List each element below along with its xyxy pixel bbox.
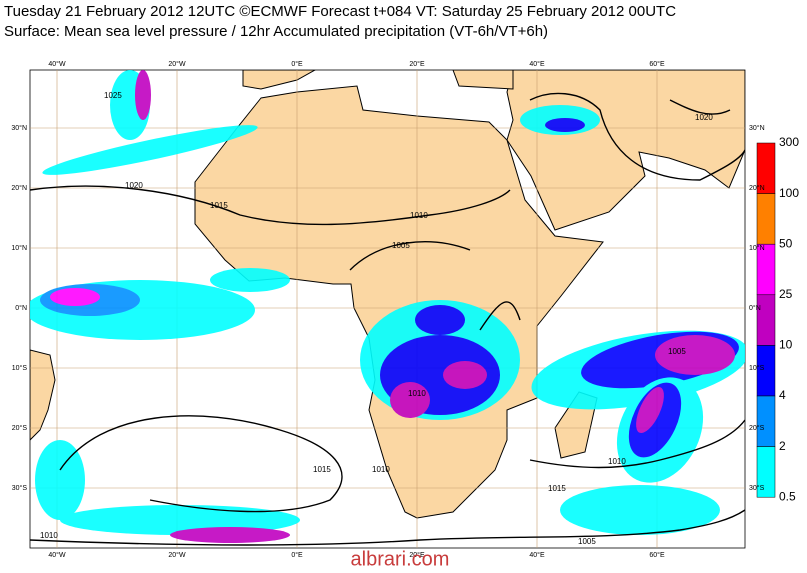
colorbar-label: 100 (779, 186, 799, 200)
colorbar-label: 300 (779, 135, 799, 149)
latitude-label: 0°N (749, 304, 761, 312)
longitude-label: 0°E (291, 60, 303, 68)
isobar-label: 1010 (372, 465, 390, 474)
longitude-label: 20°E (409, 551, 425, 559)
latitude-label: 20°S (749, 424, 765, 432)
isobar-label: 1005 (578, 537, 596, 546)
colorbar-label: 2 (779, 439, 786, 453)
isobar-label: 1005 (668, 347, 686, 356)
colorbar-segment (756, 294, 776, 346)
isobar-label: 1010 (408, 389, 426, 398)
longitude-label: 0°E (291, 551, 303, 559)
latitude-label: 30°N (749, 124, 765, 132)
colorbar-label: 0.5 (779, 489, 796, 503)
latitude-label: 20°N (11, 184, 27, 192)
latitude-label: 10°S (12, 364, 28, 372)
latitude-label: 20°N (749, 184, 765, 192)
latitude-label: 20°S (12, 424, 28, 432)
colorbar-segment (756, 395, 776, 447)
longitude-label: 20°E (409, 60, 425, 68)
longitude-label: 20°W (168, 60, 186, 68)
longitude-label: 40°W (48, 551, 66, 559)
title: Tuesday 21 February 2012 12UTC ©ECMWF Fo… (4, 3, 676, 20)
latitude-label: 0°N (15, 304, 27, 312)
longitude-label: 40°E (529, 60, 545, 68)
colorbar-segment (756, 193, 776, 245)
colorbar-label: 50 (779, 236, 793, 250)
colorbar-segment (756, 446, 776, 498)
longitude-label: 20°W (168, 551, 186, 559)
map: 1025 1020 1015 1010 1005 1015 1010 1005 … (29, 69, 746, 549)
colorbar-label: 25 (779, 287, 793, 301)
colorbar-label: 10 (779, 338, 793, 352)
isobar-label: 1010 (410, 211, 428, 220)
longitude-label: 60°E (649, 60, 665, 68)
isobar-label: 1010 (608, 457, 626, 466)
latitude-label: 10°S (749, 364, 765, 372)
latitude-label: 30°S (749, 484, 765, 492)
precipitation (30, 70, 745, 543)
isobar-label: 1015 (548, 484, 566, 493)
colorbar-label: 4 (779, 388, 786, 402)
latitude-label: 10°N (11, 244, 27, 252)
longitude-label: 60°E (649, 551, 665, 559)
isobar-label: 1020 (125, 181, 143, 190)
watermark: albrari.com (351, 548, 450, 568)
isobar-label: 1015 (210, 201, 228, 210)
latitude-label: 30°S (12, 484, 28, 492)
isobar-label: 1015 (313, 465, 331, 474)
longitude-label: 40°W (48, 60, 66, 68)
longitude-label: 40°E (529, 551, 545, 559)
latitude-label: 10°N (749, 244, 765, 252)
brazil (30, 349, 56, 441)
subtitle: Surface: Mean sea level pressure / 12hr … (4, 23, 548, 40)
colorbar: 300 100 50 25 10 4 2 0.5 (756, 135, 799, 503)
turkey (452, 70, 514, 90)
isobar-label: 1025 (104, 91, 122, 100)
axis-labels: 40°W 40°W 20°W 20°W 0°E 0°E 20°E 20°E 40°E 40°E 60… (11, 60, 764, 559)
latitude-label: 30°N (11, 124, 27, 132)
isobar-label: 1005 (392, 241, 410, 250)
isobar-label: 1020 (695, 113, 713, 122)
isobar-labels: 1025 1020 1015 1010 1005 1015 1010 1005 … (40, 91, 713, 546)
isobar-label: 1010 (40, 531, 58, 540)
isobars (30, 92, 745, 546)
